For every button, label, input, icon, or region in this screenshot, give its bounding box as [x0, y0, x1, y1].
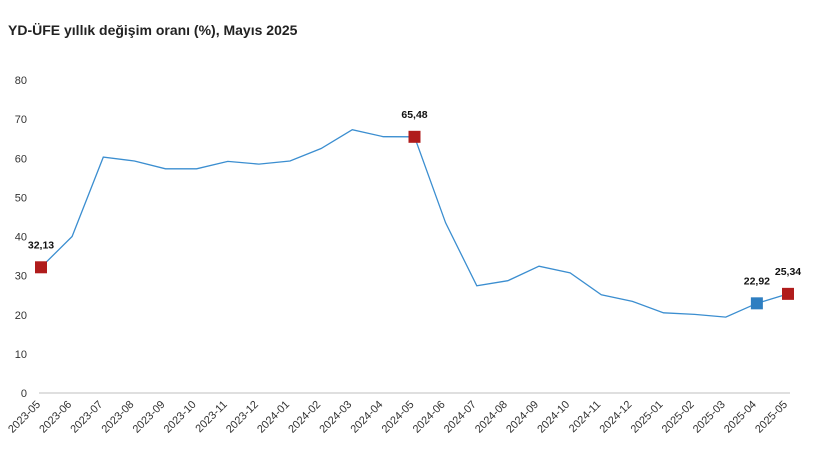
data-label: 25,34: [775, 266, 801, 278]
data-label: 65,48: [401, 109, 427, 121]
y-tick-label: 0: [21, 388, 27, 400]
x-tick-label: 2024-12: [597, 399, 634, 436]
x-tick-label: 2024-08: [473, 399, 510, 436]
data-labels: 32,13 65,48 22,92 25,34: [28, 109, 801, 288]
x-tick-label: 2025-01: [629, 399, 666, 436]
highlight-marker: [35, 261, 47, 274]
x-axis-ticks: 2023-052023-062023-072023-082023-092023-…: [6, 399, 790, 436]
x-tick-label: 2024-11: [567, 399, 603, 435]
x-tick-label: 2024-07: [442, 399, 479, 436]
y-tick-label: 30: [15, 271, 27, 283]
x-tick-label: 2023-06: [37, 399, 74, 436]
x-tick-label: 2023-10: [162, 399, 199, 436]
x-tick-label: 2024-04: [348, 399, 385, 436]
x-tick-label: 2023-11: [193, 399, 229, 435]
x-tick-label: 2025-05: [753, 399, 790, 436]
y-tick-label: 70: [15, 114, 27, 126]
y-tick-label: 50: [15, 192, 27, 204]
x-tick-label: 2024-03: [317, 399, 354, 436]
x-tick-label: 2024-06: [411, 399, 448, 436]
x-tick-label: 2023-09: [131, 399, 168, 436]
x-tick-label: 2025-02: [660, 399, 697, 436]
x-tick-label: 2024-09: [504, 399, 541, 436]
x-tick-label: 2024-10: [535, 399, 572, 436]
x-tick-label: 2023-05: [6, 399, 43, 436]
x-tick-label: 2023-08: [99, 399, 136, 436]
x-tick-label: 2024-02: [286, 399, 323, 436]
y-axis-ticks: 0 10 20 30 40 50 60 70 80: [15, 75, 27, 400]
y-tick-label: 20: [15, 310, 27, 322]
data-label: 32,13: [28, 239, 54, 251]
highlight-markers: [35, 130, 794, 310]
series-line-group: [40, 129, 789, 318]
x-tick-label: 2025-03: [691, 399, 728, 436]
series-line: [40, 129, 789, 318]
x-tick-label: 2023-12: [224, 399, 261, 436]
highlight-marker: [782, 287, 794, 300]
highlight-marker: [750, 297, 763, 310]
y-tick-label: 60: [15, 153, 27, 165]
x-tick-label: 2024-05: [380, 399, 417, 436]
highlight-marker: [408, 130, 421, 143]
x-tick-label: 2024-01: [255, 399, 292, 436]
data-label: 22,92: [744, 275, 770, 287]
x-tick-label: 2025-04: [722, 399, 759, 436]
chart-title: YD-ÜFE yıllık değişim oranı (%), Mayıs 2…: [8, 22, 298, 38]
y-tick-label: 10: [15, 349, 27, 361]
y-tick-label: 40: [15, 232, 27, 244]
x-tick-label: 2023-07: [68, 399, 105, 436]
y-tick-label: 80: [15, 75, 27, 87]
